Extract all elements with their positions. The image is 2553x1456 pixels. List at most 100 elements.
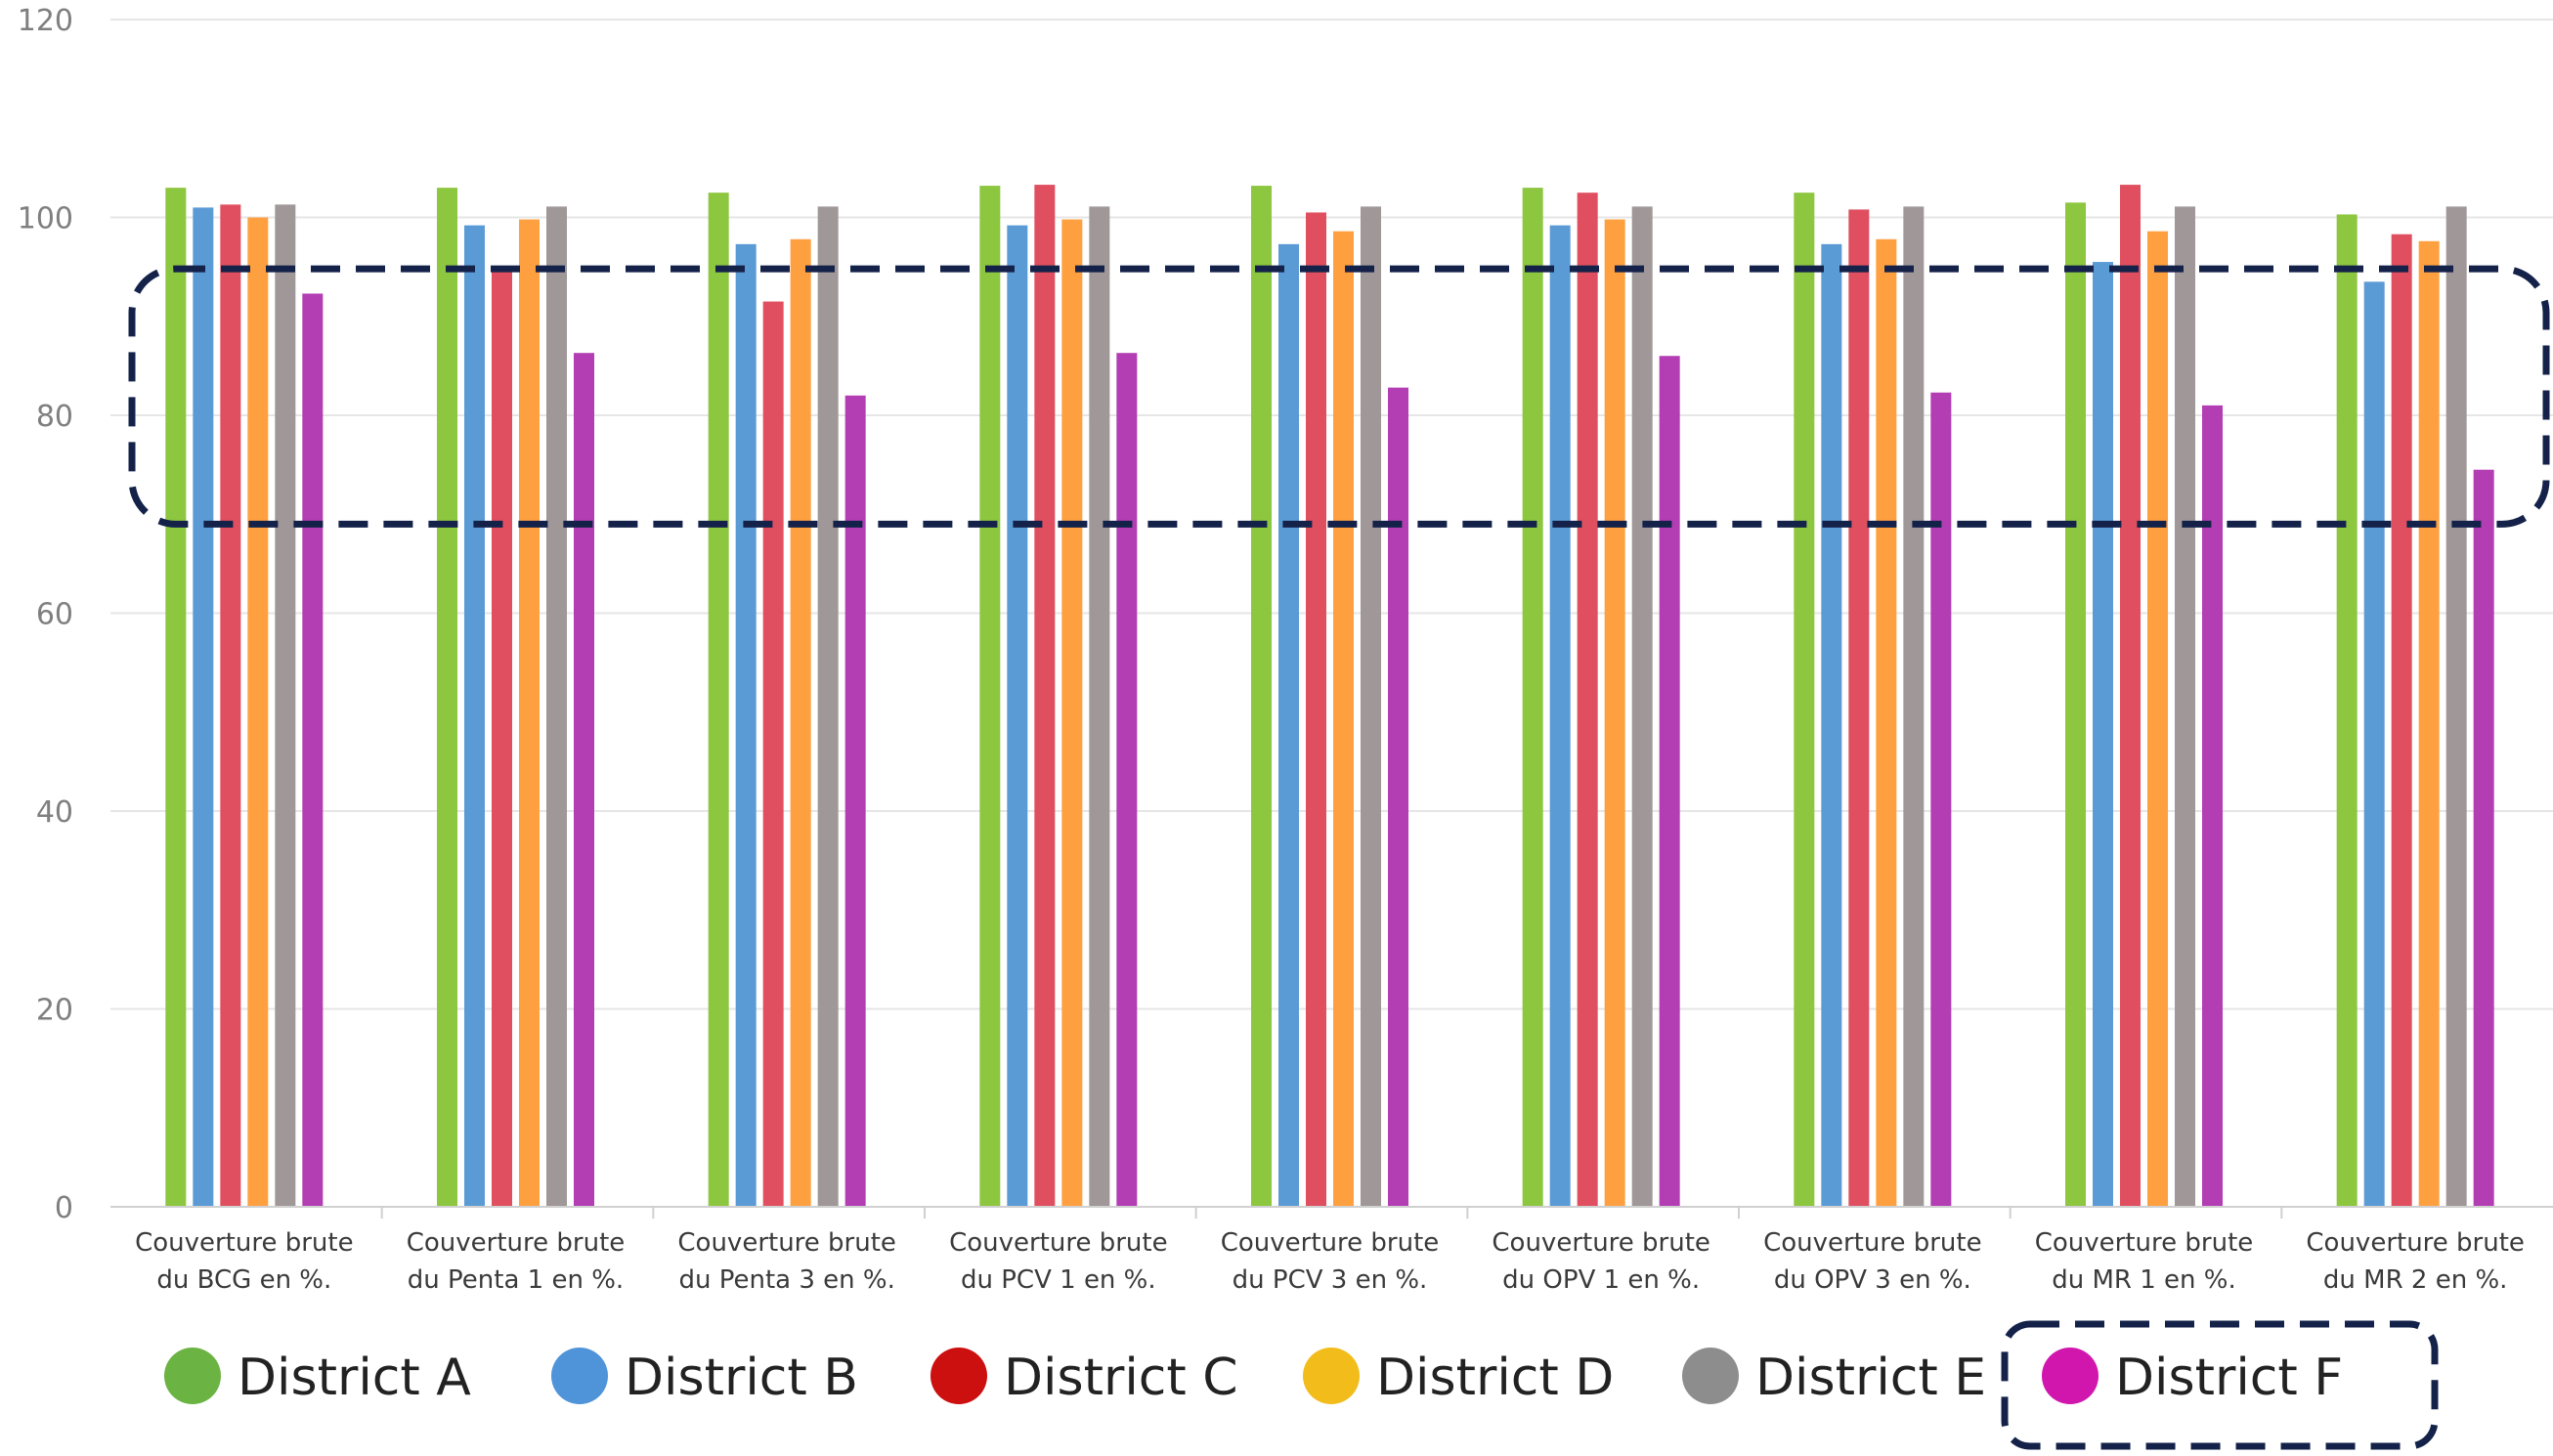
bar-district-f-cat-3 — [844, 395, 866, 1207]
bar-district-d-cat-3 — [790, 238, 811, 1207]
bar-district-c-cat-9 — [2391, 234, 2412, 1207]
x-category-label: Couverture brute — [677, 1228, 896, 1258]
bar-district-b-cat-5 — [1278, 243, 1299, 1207]
highlight-band-box — [128, 265, 2550, 528]
bar-district-c-cat-8 — [2120, 185, 2141, 1207]
bar-district-f-cat-1 — [302, 293, 324, 1207]
legend-marker — [1303, 1348, 1360, 1404]
bar-district-b-cat-9 — [2363, 281, 2385, 1207]
bar-district-a-cat-5 — [1251, 186, 1272, 1208]
bar-district-d-cat-4 — [1061, 219, 1083, 1207]
bar-district-d-cat-9 — [2418, 240, 2440, 1208]
bar-district-e-cat-5 — [1361, 206, 1381, 1208]
y-tick-label: 100 — [18, 202, 73, 236]
bar-district-a-cat-4 — [979, 186, 1001, 1208]
x-category-label: du OPV 1 en %. — [1502, 1265, 1700, 1295]
legend-marker — [551, 1348, 608, 1404]
bar-district-e-cat-8 — [2175, 206, 2195, 1208]
bar-district-c-cat-1 — [220, 204, 241, 1207]
bar-district-e-cat-1 — [275, 204, 296, 1207]
y-tick-label: 0 — [55, 1191, 73, 1225]
x-category-label: Couverture brute — [1492, 1228, 1710, 1258]
x-category-label: du MR 1 en %. — [2052, 1265, 2236, 1295]
legend-marker — [930, 1348, 987, 1404]
gridlines — [110, 19, 2553, 1010]
y-tick-label: 120 — [18, 4, 73, 38]
x-category-label: Couverture brute — [2306, 1228, 2525, 1258]
x-category-label: Couverture brute — [1221, 1228, 1440, 1258]
bar-district-e-cat-9 — [2445, 206, 2467, 1208]
x-category-label: du Penta 3 en %. — [678, 1265, 894, 1295]
legend-marker — [1682, 1348, 1739, 1404]
bar-district-c-cat-3 — [762, 301, 784, 1207]
bar-district-a-cat-7 — [1794, 193, 1815, 1207]
bar-district-d-cat-6 — [1604, 219, 1625, 1207]
bar-district-a-cat-3 — [708, 193, 729, 1207]
legend-item-district-c: District C — [930, 1348, 1238, 1407]
y-tick-label: 40 — [36, 795, 73, 830]
legend-label: District C — [1004, 1349, 1238, 1407]
bar-district-e-cat-4 — [1089, 206, 1110, 1208]
y-tick-label: 20 — [36, 994, 73, 1028]
bar-district-c-cat-2 — [492, 272, 512, 1207]
y-tick-label: 80 — [36, 400, 73, 434]
bar-district-b-cat-1 — [193, 207, 214, 1207]
bar-district-f-cat-6 — [1659, 356, 1680, 1207]
legend-label: District F — [2115, 1349, 2343, 1407]
bar-district-a-cat-1 — [165, 188, 187, 1207]
highlight-annotations — [128, 265, 2550, 1450]
bar-district-f-cat-4 — [1116, 353, 1138, 1207]
bar-district-a-cat-9 — [2336, 214, 2358, 1207]
legend-label: District D — [1376, 1349, 1614, 1407]
x-category-label: Couverture brute — [2035, 1228, 2254, 1258]
bar-district-c-cat-7 — [1848, 209, 1870, 1207]
legend-item-district-f: District F — [2042, 1348, 2343, 1407]
x-category-label: du OPV 3 en %. — [1774, 1265, 1971, 1295]
bar-district-f-cat-7 — [1930, 392, 1952, 1207]
x-category-label: du MR 2 en %. — [2323, 1265, 2508, 1295]
bar-district-d-cat-8 — [2147, 231, 2168, 1208]
x-category-label: Couverture brute — [407, 1228, 626, 1258]
bar-district-a-cat-6 — [1522, 188, 1543, 1207]
bar-district-b-cat-7 — [1821, 243, 1842, 1207]
bar-district-c-cat-6 — [1577, 193, 1598, 1207]
bar-district-f-cat-8 — [2202, 405, 2223, 1207]
x-category-label: du PCV 1 en %. — [961, 1265, 1156, 1295]
x-category-label: du BCG en %. — [156, 1265, 331, 1295]
bars — [165, 185, 2494, 1208]
bar-district-d-cat-2 — [519, 219, 540, 1207]
bar-district-e-cat-3 — [817, 206, 839, 1208]
x-axis: Couverture brute du BCG en %. Couverture b… — [110, 1206, 2553, 1295]
bar-district-d-cat-5 — [1333, 231, 1354, 1208]
bar-district-c-cat-4 — [1034, 185, 1056, 1207]
legend-item-district-d: District D — [1303, 1348, 1614, 1407]
legend-item-district-b: District B — [551, 1348, 858, 1407]
bar-district-e-cat-7 — [1903, 206, 1925, 1208]
bar-district-f-cat-9 — [2473, 469, 2494, 1207]
bar-district-d-cat-7 — [1876, 238, 1897, 1207]
bar-district-b-cat-6 — [1549, 225, 1571, 1208]
x-category-label: du Penta 1 en %. — [408, 1265, 624, 1295]
legend-marker — [2042, 1348, 2099, 1404]
legend-marker — [164, 1348, 221, 1404]
x-category-label: Couverture brute — [949, 1228, 1168, 1258]
legend: District A District B District C District D… — [164, 1348, 2343, 1407]
x-category-label: du PCV 3 en %. — [1233, 1265, 1428, 1295]
legend-item-district-e: District E — [1682, 1348, 1986, 1407]
y-axis: 0 20 40 60 80 100 120 — [18, 4, 73, 1225]
legend-label: District E — [1755, 1349, 1986, 1407]
legend-label: District A — [238, 1349, 471, 1407]
highlight-legend-box — [2001, 1320, 2439, 1450]
bar-district-f-cat-5 — [1388, 387, 1408, 1207]
legend-item-district-a: District A — [164, 1348, 471, 1407]
bar-district-f-cat-2 — [574, 353, 594, 1207]
legend-label: District B — [625, 1349, 858, 1407]
bar-district-b-cat-2 — [464, 225, 485, 1208]
bar-district-e-cat-6 — [1631, 206, 1653, 1208]
bar-district-c-cat-5 — [1306, 212, 1326, 1207]
y-tick-label: 60 — [36, 598, 73, 632]
bar-district-a-cat-8 — [2065, 202, 2086, 1207]
bar-district-b-cat-3 — [735, 243, 757, 1207]
